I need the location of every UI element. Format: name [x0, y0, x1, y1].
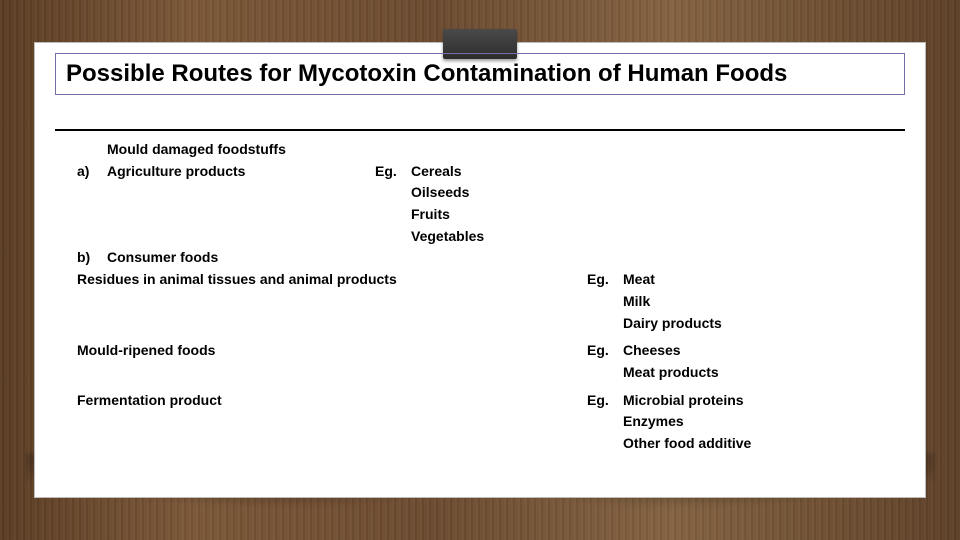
part-a-example: Vegetables — [411, 226, 484, 248]
route-row: Fermentation product Eg. Microbial prote… — [77, 390, 897, 412]
page-title: Possible Routes for Mycotoxin Contaminat… — [66, 60, 894, 88]
spacer — [77, 139, 107, 161]
route-example: Meat products — [623, 362, 719, 384]
route-example: Microbial proteins — [623, 390, 744, 412]
route-example: Other food additive — [623, 433, 751, 455]
route-ex-row: Other food additive — [77, 433, 897, 455]
route-row: Residues in animal tissues and animal pr… — [77, 269, 897, 291]
part-a-ex-row: Fruits — [77, 204, 897, 226]
route-example: Milk — [623, 291, 650, 313]
route-ex-row: Enzymes — [77, 411, 897, 433]
title-box: Possible Routes for Mycotoxin Contaminat… — [55, 53, 905, 95]
route-example: Enzymes — [623, 411, 684, 433]
label-a: a) — [77, 161, 107, 183]
section-header: Mould damaged foodstuffs — [107, 139, 286, 161]
route-text: Fermentation product — [77, 390, 587, 412]
part-a-ex-row: Vegetables — [77, 226, 897, 248]
route-row: Mould-ripened foods Eg. Cheeses — [77, 340, 897, 362]
label-b: b) — [77, 247, 107, 269]
route-text: Mould-ripened foods — [77, 340, 587, 362]
part-a-example: Fruits — [411, 204, 450, 226]
route-text: Residues in animal tissues and animal pr… — [77, 269, 587, 291]
part-b-row: b) Consumer foods — [77, 247, 897, 269]
part-a-example: Oilseeds — [411, 182, 469, 204]
route-example: Cheeses — [623, 340, 681, 362]
section-header-row: Mould damaged foodstuffs — [77, 139, 897, 161]
route-ex-row: Dairy products — [77, 313, 897, 335]
part-a-name: Agriculture products — [107, 161, 375, 183]
part-a-example: Cereals — [411, 161, 462, 183]
part-a-ex-row: Oilseeds — [77, 182, 897, 204]
slide: Possible Routes for Mycotoxin Contaminat… — [34, 42, 926, 498]
title-underline — [55, 129, 905, 131]
content-area: Mould damaged foodstuffs a) Agriculture … — [77, 139, 897, 479]
part-b-name: Consumer foods — [107, 247, 218, 269]
route-example: Meat — [623, 269, 655, 291]
route-ex-row: Milk — [77, 291, 897, 313]
route-example: Dairy products — [623, 313, 722, 335]
eg-label: Eg. — [375, 161, 411, 183]
eg-label: Eg. — [587, 390, 623, 412]
eg-label: Eg. — [587, 269, 623, 291]
part-a-row: a) Agriculture products Eg. Cereals — [77, 161, 897, 183]
route-ex-row: Meat products — [77, 362, 897, 384]
eg-label: Eg. — [587, 340, 623, 362]
slide-container: Possible Routes for Mycotoxin Contaminat… — [34, 42, 926, 498]
